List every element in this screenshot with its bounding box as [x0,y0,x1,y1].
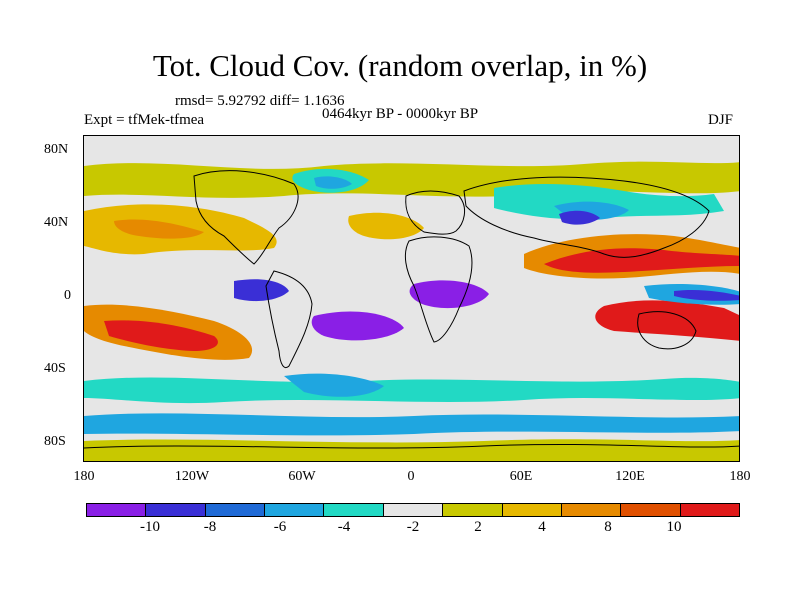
colorbar-label: -8 [203,519,217,535]
coastline-asia [463,176,710,258]
colorbar-swatch [561,504,622,516]
coastline-north-america [193,170,299,265]
orange-core-pacific [114,219,204,239]
colorbar-swatch [205,504,266,516]
purple-patch-east-pacific [234,279,289,302]
experiment-label: Expt = tfMek-tfmea [84,112,205,128]
yellow-band-antarctica [84,439,739,461]
cloud-cover-field [84,136,739,461]
lat-tick-0: 0 [64,288,71,303]
purple-patch-africa [409,280,489,309]
lon-tick-60e: 60E [509,469,533,484]
lon-tick-180e: 180 [729,469,751,484]
colorbar-label: 2 [474,519,482,535]
blue-patch-southern-atlantic [284,373,384,397]
coastline-australia [637,311,697,350]
lat-tick-40s: 40S [44,361,66,376]
lon-tick-60w: 60W [288,469,316,484]
colorbar-label: 10 [666,519,682,535]
stats-label: rmsd= 5.92792 diff= 1.1636 [175,93,345,109]
red-band-tropical-north [544,248,739,273]
blue-band-antarctic [84,413,739,436]
colorbar [86,503,740,517]
colorbar-swatch [502,504,562,516]
lat-tick-40n: 40N [44,215,69,230]
coastline-antarctica [84,443,739,449]
coastlines [84,170,739,449]
colorbar-swatch [383,504,444,516]
colorbar-swatch [443,504,503,516]
colorbar-label: 8 [604,519,612,535]
red-band-tropical-south [595,300,739,341]
colorbar-label: -4 [337,519,351,535]
lon-tick-0: 0 [407,469,415,484]
colorbar-swatch [87,504,147,516]
plot-title: Tot. Cloud Cov. (random overlap, in %) [152,48,648,83]
atlantic-orange-patch [348,212,424,240]
colorbar-swatch [324,504,384,516]
purple-patch-south-atlantic [311,311,404,341]
colorbar-swatch [265,504,325,516]
coastline-europe [405,190,466,235]
colorbar-label: -10 [140,519,160,535]
red-core-south-pacific [104,320,218,351]
colorbar-swatch [680,504,739,516]
lat-tick-80s: 80S [44,434,66,449]
cyan-band-eurasia [494,184,724,220]
coastline-africa [404,236,473,343]
blue-patch-atlantic [314,176,352,189]
indigo-band-west-pacific [674,289,739,301]
colorbar-label: 4 [538,519,546,535]
period-label: 0464kyr BP - 0000kyr BP [322,106,479,122]
lon-tick-180w: 180 [73,469,95,484]
colorbar-swatch [621,504,681,516]
season-label: DJF [708,112,734,128]
coastline-south-america [265,270,313,369]
colorbar-label: -6 [273,519,287,535]
lon-tick-120e: 120E [615,469,645,484]
lat-tick-80n: 80N [44,142,69,157]
colorbar-label: -2 [406,519,420,535]
colorbar-swatch [146,504,206,516]
indigo-patch-asia [559,210,600,225]
map-panel [83,135,740,462]
cyan-band-southern-ocean [84,377,739,404]
lon-tick-120w: 120W [174,469,210,484]
